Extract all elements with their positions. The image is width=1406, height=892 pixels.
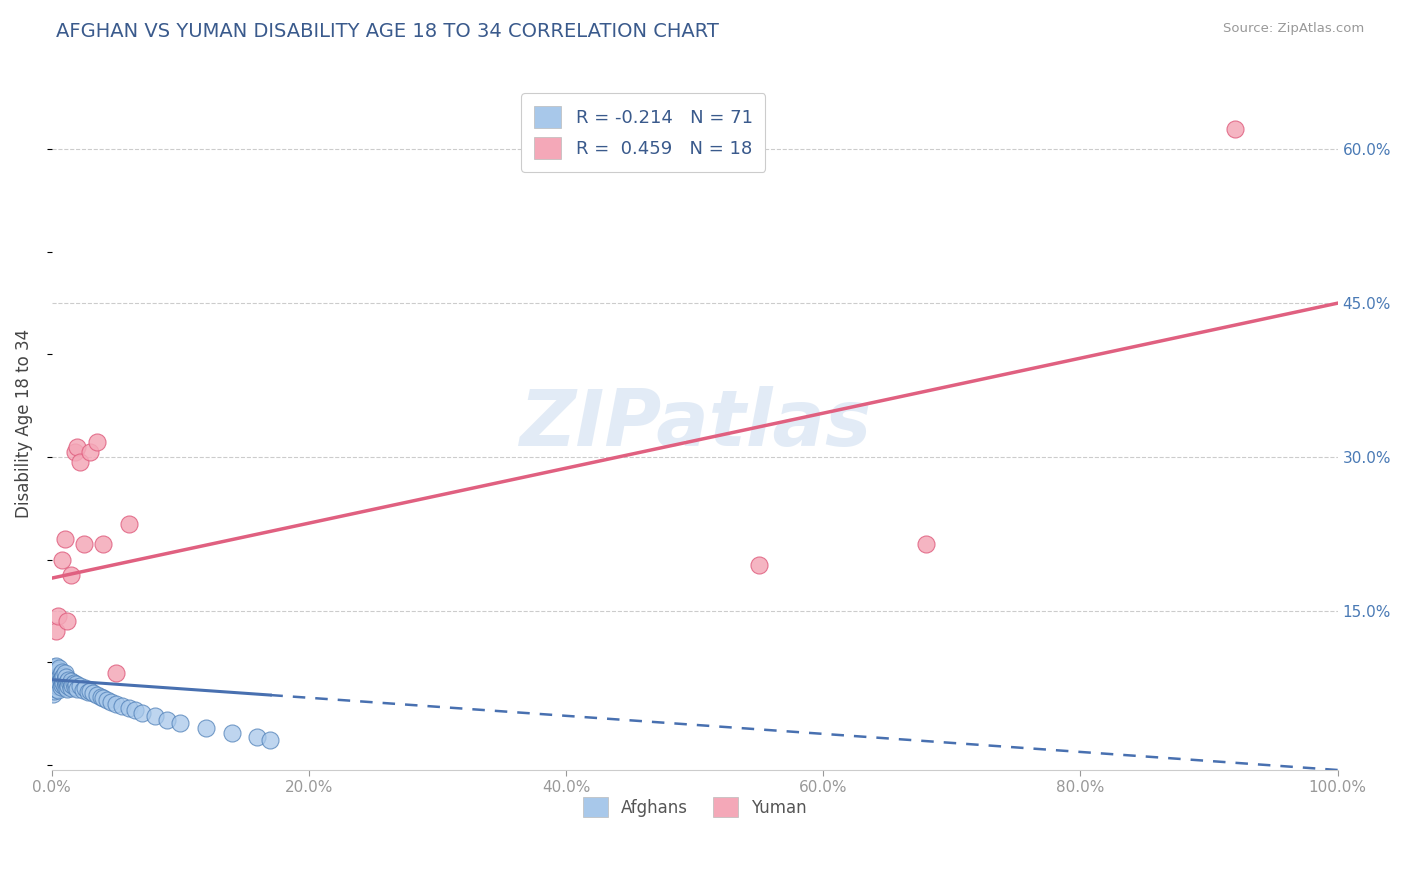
Point	[56, 674, 79, 689]
Point	[118, 516, 141, 531]
Point	[75, 681, 97, 695]
Point	[53, 680, 76, 694]
Point	[46, 671, 69, 685]
Point	[56, 614, 79, 628]
Point	[49, 673, 72, 687]
Point	[86, 688, 108, 702]
Point	[915, 537, 938, 551]
Point	[73, 537, 96, 551]
Point	[42, 687, 65, 701]
Point	[58, 673, 80, 687]
Point	[44, 660, 66, 674]
Point	[42, 681, 65, 695]
Point	[53, 665, 76, 680]
Point	[45, 665, 67, 680]
Point	[100, 695, 122, 709]
Point	[44, 684, 66, 698]
Point	[96, 693, 118, 707]
Point	[748, 558, 770, 572]
Point	[45, 675, 67, 690]
Point	[60, 681, 83, 695]
Point	[63, 445, 86, 459]
Point	[44, 671, 66, 685]
Point	[51, 671, 73, 685]
Point	[131, 706, 153, 720]
Point	[69, 679, 91, 693]
Point	[195, 721, 218, 735]
Point	[45, 667, 67, 681]
Point	[246, 730, 269, 744]
Point	[90, 690, 112, 705]
Point	[259, 733, 281, 747]
Point	[52, 675, 75, 690]
Point	[45, 679, 67, 693]
Point	[65, 677, 87, 691]
Point	[48, 661, 70, 675]
Point	[58, 679, 80, 693]
Point	[124, 704, 146, 718]
Point	[91, 691, 114, 706]
Point	[143, 708, 166, 723]
Point	[49, 666, 72, 681]
Point	[44, 678, 66, 692]
Point	[118, 701, 141, 715]
Point	[221, 726, 243, 740]
Point	[46, 609, 69, 624]
Point	[51, 552, 73, 566]
Point	[46, 677, 69, 691]
Point	[62, 675, 84, 690]
Point	[79, 445, 101, 459]
Point	[60, 673, 83, 688]
Point	[66, 440, 89, 454]
Point	[169, 715, 191, 730]
Point	[69, 455, 91, 469]
Point	[111, 699, 134, 714]
Point	[82, 686, 104, 700]
Point	[42, 673, 65, 688]
Point	[156, 713, 179, 727]
Point	[46, 683, 69, 698]
Point	[52, 668, 75, 682]
Point	[63, 680, 86, 694]
Text: ZIPatlas: ZIPatlas	[519, 385, 870, 462]
Point	[55, 677, 77, 691]
Point	[45, 681, 67, 696]
Point	[51, 678, 73, 692]
Point	[1223, 121, 1246, 136]
Text: AFGHAN VS YUMAN DISABILITY AGE 18 TO 34 CORRELATION CHART: AFGHAN VS YUMAN DISABILITY AGE 18 TO 34 …	[56, 22, 718, 41]
Point	[51, 665, 73, 679]
Point	[105, 665, 128, 680]
Point	[49, 680, 72, 694]
Point	[60, 678, 83, 692]
Point	[46, 664, 69, 678]
Point	[45, 659, 67, 673]
Point	[105, 698, 128, 712]
Point	[59, 677, 82, 691]
Point	[48, 674, 70, 689]
Point	[48, 667, 70, 681]
Point	[55, 670, 77, 684]
Point	[53, 673, 76, 687]
Y-axis label: Disability Age 18 to 34: Disability Age 18 to 34	[15, 329, 32, 518]
Point	[86, 434, 108, 449]
Text: Source: ZipAtlas.com: Source: ZipAtlas.com	[1223, 22, 1364, 36]
Point	[45, 673, 67, 687]
Point	[53, 532, 76, 546]
Point	[72, 683, 94, 698]
Point	[91, 537, 114, 551]
Point	[66, 681, 89, 696]
Point	[79, 684, 101, 698]
Point	[60, 568, 83, 582]
Point	[46, 668, 69, 682]
Legend: Afghans, Yuman: Afghans, Yuman	[576, 790, 814, 824]
Point	[42, 665, 65, 679]
Point	[56, 681, 79, 696]
Point	[45, 624, 67, 639]
Point	[76, 685, 98, 699]
